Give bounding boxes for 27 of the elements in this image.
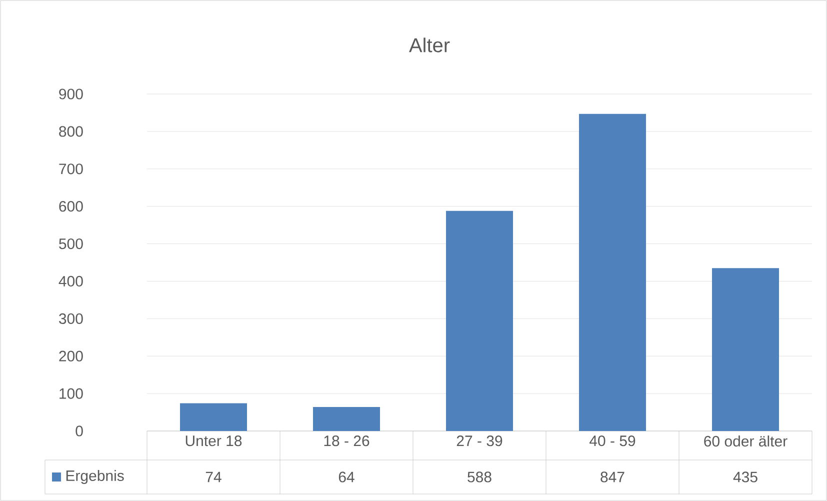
x-tick-label: 27 - 39: [456, 436, 502, 446]
y-tick-label: 600: [59, 201, 83, 212]
y-tick-label: 300: [59, 313, 83, 324]
y-tick-label: 400: [58, 276, 83, 287]
y-tick-label: 200: [59, 350, 83, 362]
data-label: 64: [338, 472, 354, 482]
chart-title: Alter: [408, 38, 450, 52]
bar: [579, 114, 646, 431]
bar: [446, 210, 513, 431]
y-tick-label: 500: [59, 238, 83, 250]
bar: [180, 403, 247, 431]
data-label: 74: [206, 472, 222, 482]
y-tick-label: 900: [59, 88, 83, 100]
x-tick-label: 18 - 26: [324, 436, 370, 446]
data-label: 847: [600, 472, 624, 482]
y-tick-label: 0: [76, 426, 83, 436]
bar: [712, 268, 780, 431]
y-tick-label: 100: [60, 388, 83, 399]
legend-label: Ergebnis: [66, 470, 124, 484]
y-tick-label: 800: [59, 126, 83, 137]
x-tick-label: 40 - 59: [589, 436, 636, 446]
bar: [313, 407, 380, 431]
data-label: 588: [468, 472, 492, 482]
x-tick-label: 60 oder älter: [704, 436, 788, 447]
y-tick-label: 700: [59, 164, 83, 174]
data-label: 435: [733, 472, 758, 482]
x-tick-label: Unter 18: [186, 436, 242, 446]
